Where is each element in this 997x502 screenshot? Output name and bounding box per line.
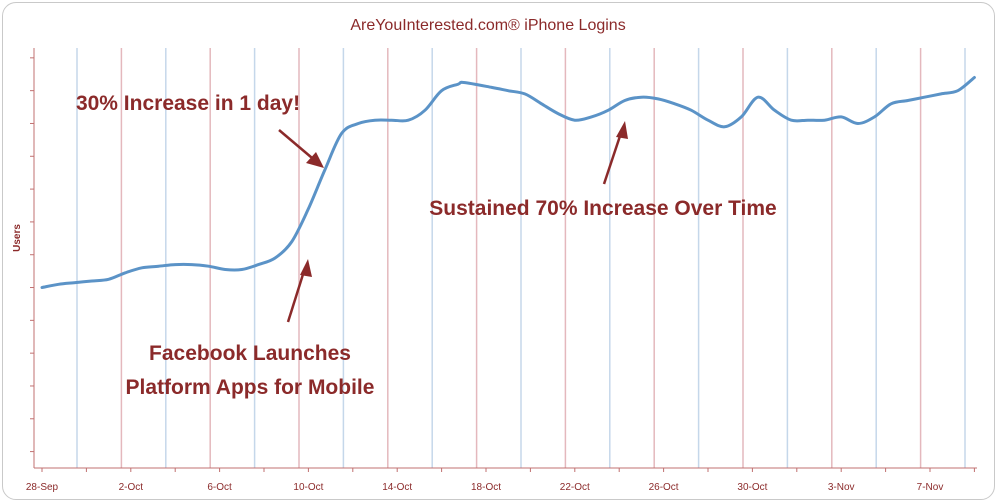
series-line xyxy=(40,76,976,289)
annotation-increase: 30% Increase in 1 day! xyxy=(76,92,300,115)
arrow-facebook-shaft xyxy=(286,267,307,323)
x-tick-label: 7-Nov xyxy=(917,482,944,493)
arrow-sustained-shaft xyxy=(602,129,624,185)
annotation-facebook-line1: Facebook Launches xyxy=(149,342,351,365)
x-tick-labels: 28-Sep 2-Oct 6-Oct 10-Oct 14-Oct 18-Oct 22-Oct… xyxy=(26,482,943,493)
y-axis-label: Users xyxy=(12,224,23,252)
series-layer xyxy=(40,76,976,289)
x-tick-label: 6-Oct xyxy=(207,482,232,493)
annotation-sustained: Sustained 70% Increase Over Time xyxy=(429,197,776,220)
x-tick-label: 18-Oct xyxy=(471,482,501,493)
x-tick-label: 22-Oct xyxy=(560,482,590,493)
chart-title: AreYouInterested.com® iPhone Logins xyxy=(350,17,625,34)
x-tick-label: 14-Oct xyxy=(382,482,412,493)
x-tick-label: 3-Nov xyxy=(828,482,855,493)
arrow-facebook-head xyxy=(300,259,312,277)
x-tick-label: 26-Oct xyxy=(649,482,679,493)
arrow-sustained-head xyxy=(616,121,628,139)
x-tick-label: 2-Oct xyxy=(119,482,144,493)
x-tick-label: 30-Oct xyxy=(737,482,767,493)
x-tick-label: 28-Sep xyxy=(26,482,59,493)
grid xyxy=(76,48,966,468)
x-tick-label: 10-Oct xyxy=(293,482,323,493)
annotation-facebook-line2: Platform Apps for Mobile xyxy=(126,376,375,399)
annotation-arrows xyxy=(278,121,628,323)
axes xyxy=(30,48,977,472)
arrow-increase-head xyxy=(306,152,324,168)
